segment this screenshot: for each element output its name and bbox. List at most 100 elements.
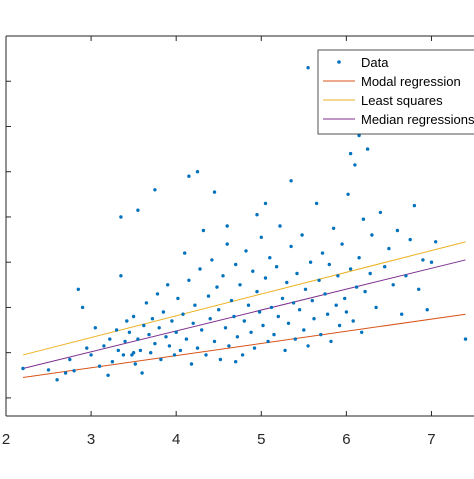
x-tick-label: 2 bbox=[2, 431, 10, 448]
data-point bbox=[198, 267, 202, 271]
data-point bbox=[360, 330, 364, 334]
data-point bbox=[263, 276, 268, 280]
data-point bbox=[340, 242, 344, 246]
data-point bbox=[365, 147, 370, 151]
data-point bbox=[300, 233, 304, 237]
data-point bbox=[331, 226, 336, 230]
data-point bbox=[184, 337, 189, 341]
data-point bbox=[463, 337, 468, 341]
data-point bbox=[195, 346, 200, 350]
data-point bbox=[344, 310, 349, 314]
data-point bbox=[195, 170, 200, 174]
data-point bbox=[110, 360, 115, 364]
data-point bbox=[172, 353, 177, 357]
x-tick-label: 7 bbox=[427, 431, 435, 448]
data-point bbox=[361, 217, 366, 221]
data-point bbox=[303, 287, 308, 291]
data-point bbox=[181, 312, 185, 316]
data-point bbox=[283, 348, 287, 353]
data-point bbox=[106, 373, 110, 377]
data-point bbox=[164, 335, 168, 339]
data-point bbox=[140, 371, 144, 375]
data-point bbox=[353, 163, 357, 167]
x-tick-label: 5 bbox=[257, 431, 265, 448]
data-point bbox=[320, 251, 325, 255]
data-point bbox=[217, 308, 221, 312]
data-point bbox=[136, 337, 140, 341]
data-point bbox=[363, 289, 367, 294]
data-point bbox=[348, 151, 353, 156]
data-point bbox=[417, 287, 421, 291]
data-point bbox=[85, 346, 89, 350]
data-point bbox=[206, 294, 211, 298]
data-point bbox=[351, 319, 355, 323]
data-point bbox=[261, 323, 265, 328]
data-point bbox=[278, 224, 282, 228]
data-point bbox=[223, 326, 228, 330]
data-point bbox=[215, 285, 219, 289]
data-point bbox=[297, 308, 302, 312]
data-point bbox=[212, 339, 217, 344]
data-point bbox=[178, 348, 183, 353]
data-points bbox=[21, 66, 468, 382]
data-point bbox=[174, 330, 178, 334]
data-point bbox=[63, 371, 68, 375]
data-point bbox=[189, 362, 194, 366]
data-point bbox=[93, 326, 98, 330]
data-point bbox=[204, 353, 208, 357]
regression-line-1 bbox=[22, 241, 466, 356]
data-point bbox=[183, 251, 187, 255]
data-point bbox=[387, 246, 391, 251]
data-point bbox=[269, 305, 274, 310]
data-point bbox=[343, 296, 347, 301]
data-point bbox=[429, 260, 434, 264]
data-point bbox=[357, 133, 361, 138]
data-point bbox=[133, 362, 137, 366]
data-point bbox=[312, 317, 316, 321]
data-point bbox=[306, 66, 310, 70]
data-point bbox=[176, 296, 180, 301]
data-point bbox=[76, 287, 81, 291]
data-point bbox=[295, 271, 299, 276]
data-point bbox=[127, 330, 132, 334]
data-point bbox=[329, 339, 333, 344]
data-point bbox=[138, 348, 143, 353]
legend: Data Modal regression Least squares Median … bbox=[317, 49, 474, 135]
data-point bbox=[119, 215, 123, 219]
data-point bbox=[334, 303, 338, 307]
data-point bbox=[149, 351, 153, 355]
data-point bbox=[325, 312, 330, 316]
data-point bbox=[337, 323, 342, 328]
data-point bbox=[268, 256, 272, 260]
data-point bbox=[142, 323, 146, 328]
data-point bbox=[153, 188, 157, 192]
data-point bbox=[249, 330, 253, 334]
data-point bbox=[150, 317, 155, 321]
data-point bbox=[191, 321, 195, 325]
data-point bbox=[246, 303, 251, 307]
data-point bbox=[119, 274, 123, 278]
data-point bbox=[200, 328, 204, 332]
data-point bbox=[234, 360, 238, 364]
data-point bbox=[251, 269, 255, 273]
data-point bbox=[212, 190, 217, 194]
data-point bbox=[144, 301, 149, 305]
data-point bbox=[336, 274, 340, 278]
data-point bbox=[274, 265, 279, 269]
data-point bbox=[166, 283, 170, 287]
data-point bbox=[201, 228, 206, 233]
data-point bbox=[327, 262, 331, 267]
data-point bbox=[161, 310, 166, 314]
x-tick-label: 4 bbox=[172, 431, 180, 448]
data-point bbox=[157, 326, 161, 330]
data-point bbox=[293, 337, 297, 341]
data-point bbox=[240, 353, 245, 357]
data-point bbox=[368, 271, 372, 276]
data-point bbox=[425, 308, 429, 312]
data-point bbox=[259, 235, 263, 239]
data-point bbox=[434, 240, 438, 244]
legend-box bbox=[317, 49, 474, 135]
data-point bbox=[153, 341, 157, 346]
legend-label: Modal regression bbox=[361, 74, 461, 89]
